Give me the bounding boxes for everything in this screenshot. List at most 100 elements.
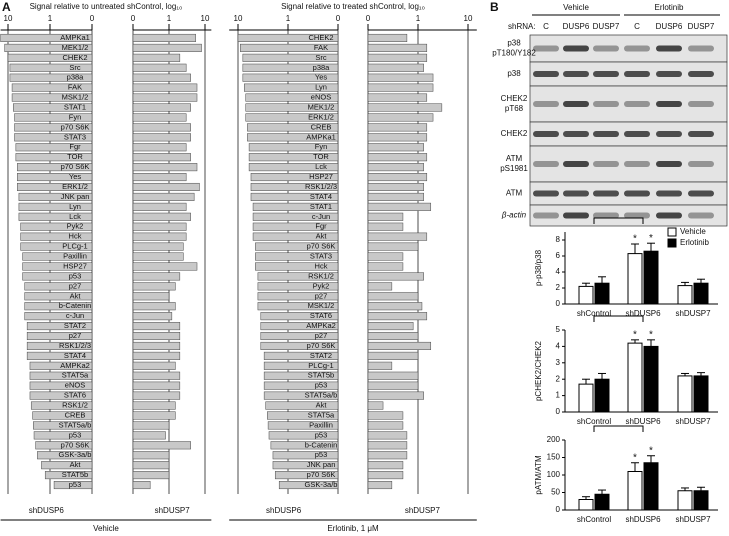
category-label: p38a [313,63,331,72]
bar [643,462,659,511]
bar [367,63,424,72]
y-tick-label: 8 [556,235,561,244]
category-label: Lyn [69,202,81,211]
bar [20,222,93,231]
category-label: Src [315,53,327,62]
bar [367,401,384,410]
bar [250,192,339,201]
blot-row-label: pT180/Y182 [492,49,536,58]
blot-band [688,161,714,167]
significance-mark: * [649,445,653,456]
category-label: eNOS [311,93,331,102]
category-label: AMPKa1 [60,33,90,42]
shrna-label: shRNA: [508,22,536,31]
bar [248,153,339,162]
bar [11,83,93,92]
bar [367,182,424,192]
bar [24,282,93,291]
bar [132,331,181,341]
category-label: STAT5a/b [305,391,338,400]
legend-swatch [667,238,677,248]
bar [367,331,419,341]
blot-band [688,212,714,219]
category-label: ERK1/2 [308,112,334,121]
bar [14,113,93,122]
category-label: MSK1/2 [308,301,335,310]
y-tick-label: 3 [556,358,561,367]
category-label: STAT4 [64,351,86,360]
bar [132,451,170,460]
x-tick-label: shDUSP6 [625,309,661,318]
bar [367,83,434,92]
lane-label: DUSP6 [656,22,683,31]
bar [627,253,643,305]
x-tick-label: shControl [577,515,611,524]
category-label: JNK pan [61,192,90,201]
bar [132,113,187,122]
significance-mark: * [633,329,637,340]
bar [132,391,181,400]
bar [260,312,339,321]
bar [20,232,93,241]
bar [132,341,181,350]
bar [260,341,339,350]
bar [18,192,93,201]
category-label: STAT1 [64,102,86,111]
bar [132,441,191,450]
bar [367,282,393,291]
bar [367,391,424,400]
bar [274,471,339,480]
category-label: p70 S6K [307,341,336,350]
category-label: FAK [314,43,328,52]
bar [132,33,196,42]
x-tick-label: 1 [167,14,172,23]
bar [367,93,428,102]
category-label: Fyn [315,142,328,151]
y-tick-label: 6 [556,251,561,260]
category-label: p53 [315,381,328,390]
blot-band [656,190,682,197]
category-label: p27 [69,281,82,290]
bar [367,202,432,211]
bar [132,173,187,182]
bar [245,113,339,122]
bar [643,250,659,305]
x-tick-label: 0 [336,14,341,23]
category-label: STAT5b [308,371,334,380]
bar [367,153,428,162]
bar [7,53,93,62]
category-label: b-Catenin [59,301,92,310]
significance-bracket [593,217,644,224]
lane-label: C [543,22,549,31]
lane-label: DUSP7 [688,22,715,31]
bar [242,63,339,72]
bar [263,351,339,360]
bar [367,371,419,380]
bar [272,461,339,470]
panel-label: B [490,0,499,14]
x-tick-label: shDUSP7 [675,309,711,318]
bar [29,371,93,380]
series-name: shDUSP7 [155,506,191,515]
x-tick-label: 0 [90,14,95,23]
bar [132,381,181,390]
bar [367,252,404,261]
bar [627,342,643,413]
bar [594,378,610,413]
blot-band [656,101,682,107]
y-tick-label: 4 [556,267,561,276]
blot-band [688,45,714,52]
bar [33,421,93,430]
series-name: shDUSP6 [29,506,65,515]
bar [250,173,339,182]
blot-band [563,71,589,77]
bar [263,381,339,390]
x-tick-label: 10 [201,14,210,23]
x-tick-label: shControl [577,417,611,426]
bar [367,103,443,112]
category-label: Akt [316,232,328,241]
bar [132,302,176,311]
lane-label: C [634,22,640,31]
legend-label: Vehicle [680,227,706,236]
blot-band [533,161,559,167]
